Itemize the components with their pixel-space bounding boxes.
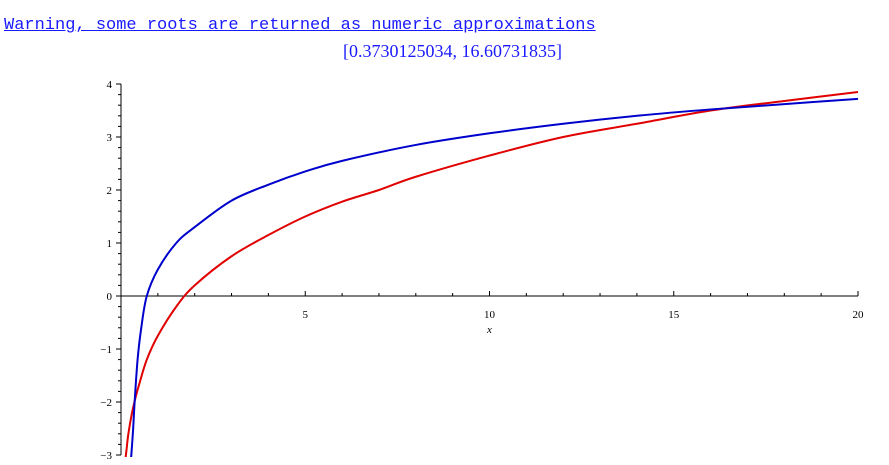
warning-message: Warning, some roots are returned as nume… bbox=[4, 16, 596, 35]
y-tick-label: 3 bbox=[107, 132, 113, 144]
y-tick-label: 4 bbox=[107, 79, 113, 91]
x-tick-label: 10 bbox=[484, 309, 496, 321]
axes: 5 10 15 20 −3 −2 −1 0 1 2 3 4 x bbox=[100, 79, 864, 462]
x-tick-label: 5 bbox=[303, 309, 309, 321]
series-blue-curve bbox=[130, 97, 859, 457]
x-tick-label: 20 bbox=[853, 309, 865, 321]
series-red-curve bbox=[124, 90, 859, 457]
y-tick-label: 0 bbox=[107, 291, 113, 303]
y-tick-label: 2 bbox=[107, 185, 113, 197]
x-tick-label: 15 bbox=[668, 309, 680, 321]
y-tick-label: −3 bbox=[100, 450, 112, 462]
y-tick-label: 1 bbox=[107, 238, 113, 250]
solve-result: [0.3730125034, 16.60731835] bbox=[343, 41, 562, 61]
curves bbox=[124, 90, 859, 457]
x-axis-label: x bbox=[486, 324, 492, 336]
y-tick-label: −2 bbox=[100, 397, 112, 409]
y-tick-label: −1 bbox=[100, 344, 112, 356]
